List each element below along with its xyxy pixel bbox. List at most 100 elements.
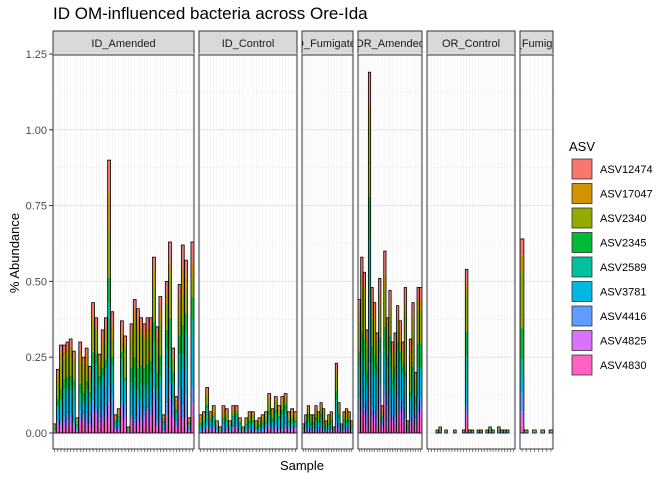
bar-segment — [330, 425, 333, 429]
bar — [378, 277, 382, 434]
bar-segment — [199, 422, 203, 425]
bar-segment — [62, 389, 66, 401]
bar-segment — [312, 431, 315, 433]
bar-segment — [142, 425, 146, 433]
bar-segment — [107, 302, 111, 360]
bar-segment — [117, 422, 121, 427]
bar-segment — [187, 419, 191, 421]
bar-segment — [404, 418, 407, 424]
bar-segment — [293, 411, 297, 415]
bar-segment — [312, 430, 315, 432]
bar-segment — [120, 421, 124, 433]
bar-segment — [322, 413, 325, 421]
bar-segment — [225, 430, 229, 432]
bar-segment — [104, 414, 108, 420]
bar-segment — [101, 329, 105, 340]
bar-segment — [254, 420, 258, 423]
legend-item: ASV2340 — [571, 207, 646, 229]
bar-segment — [254, 431, 258, 432]
legend-swatch — [571, 305, 593, 327]
bar-segment — [88, 366, 92, 373]
bar-segment — [414, 377, 417, 382]
bar-segment — [327, 429, 330, 431]
bar-segment — [104, 373, 108, 406]
bar-segment — [190, 275, 194, 297]
bar-segment — [327, 430, 330, 432]
bar-segment — [317, 411, 320, 414]
legend-label: ASV4416 — [600, 311, 646, 323]
legend-item: ASV2589 — [571, 256, 646, 278]
bar — [523, 429, 529, 434]
bar-segment — [414, 411, 417, 420]
bar-segment — [168, 263, 172, 276]
bar-segment — [254, 422, 258, 427]
bar-segment — [241, 429, 245, 431]
bar — [334, 362, 338, 434]
bar-segment — [130, 383, 133, 396]
bar-segment — [503, 431, 507, 433]
bar-segment — [417, 366, 420, 378]
bar-segment — [85, 413, 89, 425]
bars — [357, 71, 423, 434]
bar-segment — [133, 378, 137, 391]
bar-segment — [94, 317, 98, 329]
bar-segment — [88, 391, 92, 399]
bar-segment — [88, 378, 92, 392]
bar-segment — [290, 424, 294, 427]
bar-segment — [520, 377, 524, 393]
bar-segment — [165, 423, 169, 433]
bar-segment — [274, 396, 278, 400]
bar-segment — [139, 364, 143, 384]
bar-segment — [322, 429, 325, 432]
bar-segment — [280, 427, 284, 430]
bar-segment — [257, 431, 261, 432]
facet-panel: OR_Fumigated — [519, 30, 554, 452]
bar-segment — [376, 373, 379, 388]
bar-segment — [293, 416, 297, 421]
bar-segment — [322, 410, 325, 414]
bar-segment — [244, 418, 248, 420]
bar-segment — [261, 422, 265, 425]
bar-segment — [335, 400, 338, 408]
bar-segment — [212, 428, 216, 431]
bar-segment — [465, 269, 468, 283]
bar-segment — [218, 429, 222, 431]
bar-segment — [228, 428, 232, 431]
bar-segment — [222, 424, 225, 427]
bar-segment — [181, 424, 185, 433]
bar-segment — [139, 409, 143, 420]
legend-label: ASV2340 — [600, 213, 646, 225]
bar-segment — [322, 408, 325, 411]
bar — [505, 429, 510, 434]
bar-segment — [65, 387, 69, 397]
bar-segment — [56, 420, 60, 424]
bar-segment — [393, 365, 397, 374]
bar-segment — [465, 282, 468, 293]
bar-segment — [465, 404, 468, 414]
bar-segment — [251, 411, 255, 414]
bar-segment — [312, 417, 315, 423]
bar-segment — [205, 427, 209, 431]
bar-segment — [368, 105, 371, 118]
bar-segment — [59, 421, 63, 424]
bar-segment — [419, 343, 422, 367]
bar-segment — [78, 423, 82, 433]
bar-segment — [199, 426, 203, 430]
bar-segment — [208, 414, 212, 419]
bar-segment — [411, 393, 415, 411]
bar-segment — [85, 355, 89, 364]
bar-segment — [238, 424, 242, 428]
bar-segment — [59, 401, 63, 406]
bar-segment — [438, 431, 442, 433]
bar-segment — [53, 425, 57, 429]
bar-segment — [264, 423, 268, 427]
bar-segment — [325, 421, 328, 424]
bar — [491, 429, 495, 434]
bar-segment — [261, 418, 265, 423]
bar-segment — [162, 416, 165, 418]
bar-segment — [345, 429, 348, 431]
bar-segment — [396, 350, 399, 369]
bar-segment — [133, 423, 137, 430]
bar-segment — [123, 335, 127, 344]
bar — [237, 417, 242, 434]
